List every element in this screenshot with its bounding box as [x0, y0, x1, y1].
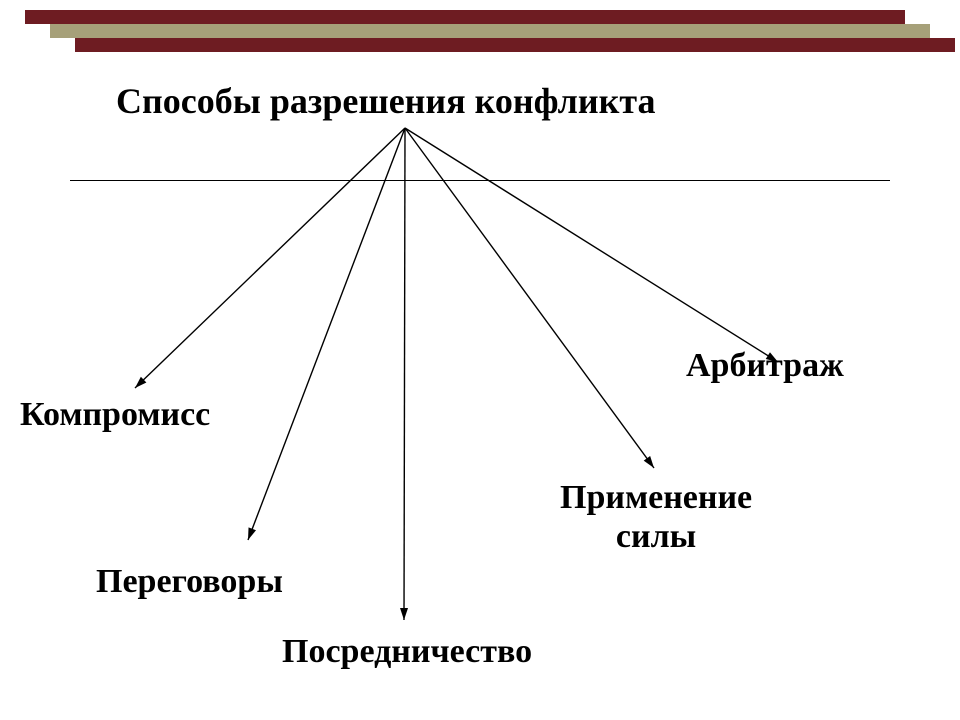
diagram-title: Способы разрешения конфликта: [116, 80, 655, 122]
node-arbitrazh: Арбитраж: [686, 346, 844, 385]
horizontal-rule: [70, 180, 890, 181]
node-kompromiss: Компромисс: [20, 395, 210, 434]
header-bar-1: [50, 24, 930, 38]
node-primenenie: Применениесилы: [560, 478, 752, 556]
header-bar-2: [75, 38, 955, 52]
node-peregovory: Переговоры: [96, 562, 283, 601]
header-bar-0: [25, 10, 905, 24]
node-posrednichestvo: Посредничество: [282, 632, 532, 671]
